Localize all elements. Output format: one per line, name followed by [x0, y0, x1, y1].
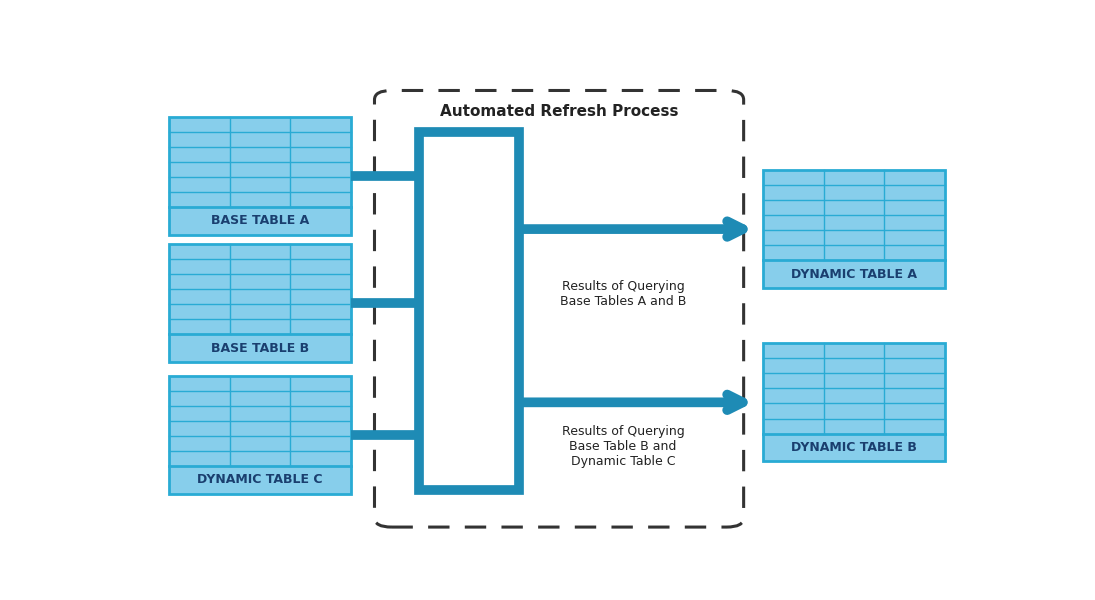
Bar [763, 170, 945, 288]
Text: DYNAMIC TABLE A: DYNAMIC TABLE A [791, 268, 917, 281]
Text: Results of Querying
Base Table B and
Dynamic Table C: Results of Querying Base Table B and Dyn… [562, 425, 684, 468]
Bar [419, 132, 519, 490]
Bar [169, 117, 351, 235]
Text: Results of Querying
Base Tables A and B: Results of Querying Base Tables A and B [560, 280, 687, 308]
Bar [763, 343, 945, 461]
Text: Automated Refresh Process: Automated Refresh Process [440, 104, 678, 119]
Bar [169, 376, 351, 494]
Text: DYNAMIC TABLE C: DYNAMIC TABLE C [197, 473, 323, 486]
Text: BASE TABLE B: BASE TABLE B [211, 341, 309, 355]
Text: DYNAMIC TABLE B: DYNAMIC TABLE B [791, 441, 917, 454]
Bar [169, 244, 351, 362]
Text: BASE TABLE A: BASE TABLE A [211, 214, 309, 227]
